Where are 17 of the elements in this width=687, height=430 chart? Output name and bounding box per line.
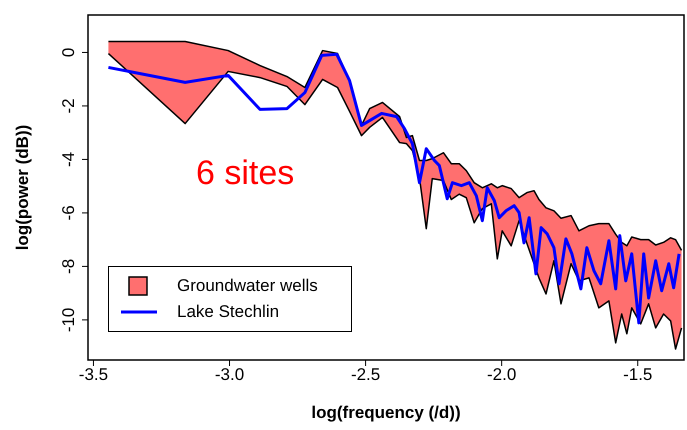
y-tick-label: -4	[59, 152, 78, 167]
x-axis-title: log(frequency (/d))	[311, 403, 461, 422]
x-tick-label: -2.5	[350, 365, 380, 384]
y-axis-title: log(power (dB))	[13, 124, 32, 250]
legend-label: Lake Stechlin	[177, 302, 280, 322]
y-tick-label: -2	[59, 98, 78, 114]
y-tick-label: -8	[59, 258, 78, 274]
x-tick-label: -3.0	[214, 365, 244, 384]
annotation: 6 sites	[196, 154, 294, 193]
y-tick-label: -10	[59, 308, 78, 332]
x-tick-label: -2.0	[487, 365, 516, 384]
x-tick-label: -1.5	[623, 365, 652, 384]
y-tick-label: -6	[59, 205, 78, 220]
y-tick-label: 0	[59, 48, 78, 58]
line-series	[108, 40, 682, 252]
x-tick-label: -3.5	[78, 365, 108, 384]
legend-label: Groundwater wells	[177, 276, 318, 296]
